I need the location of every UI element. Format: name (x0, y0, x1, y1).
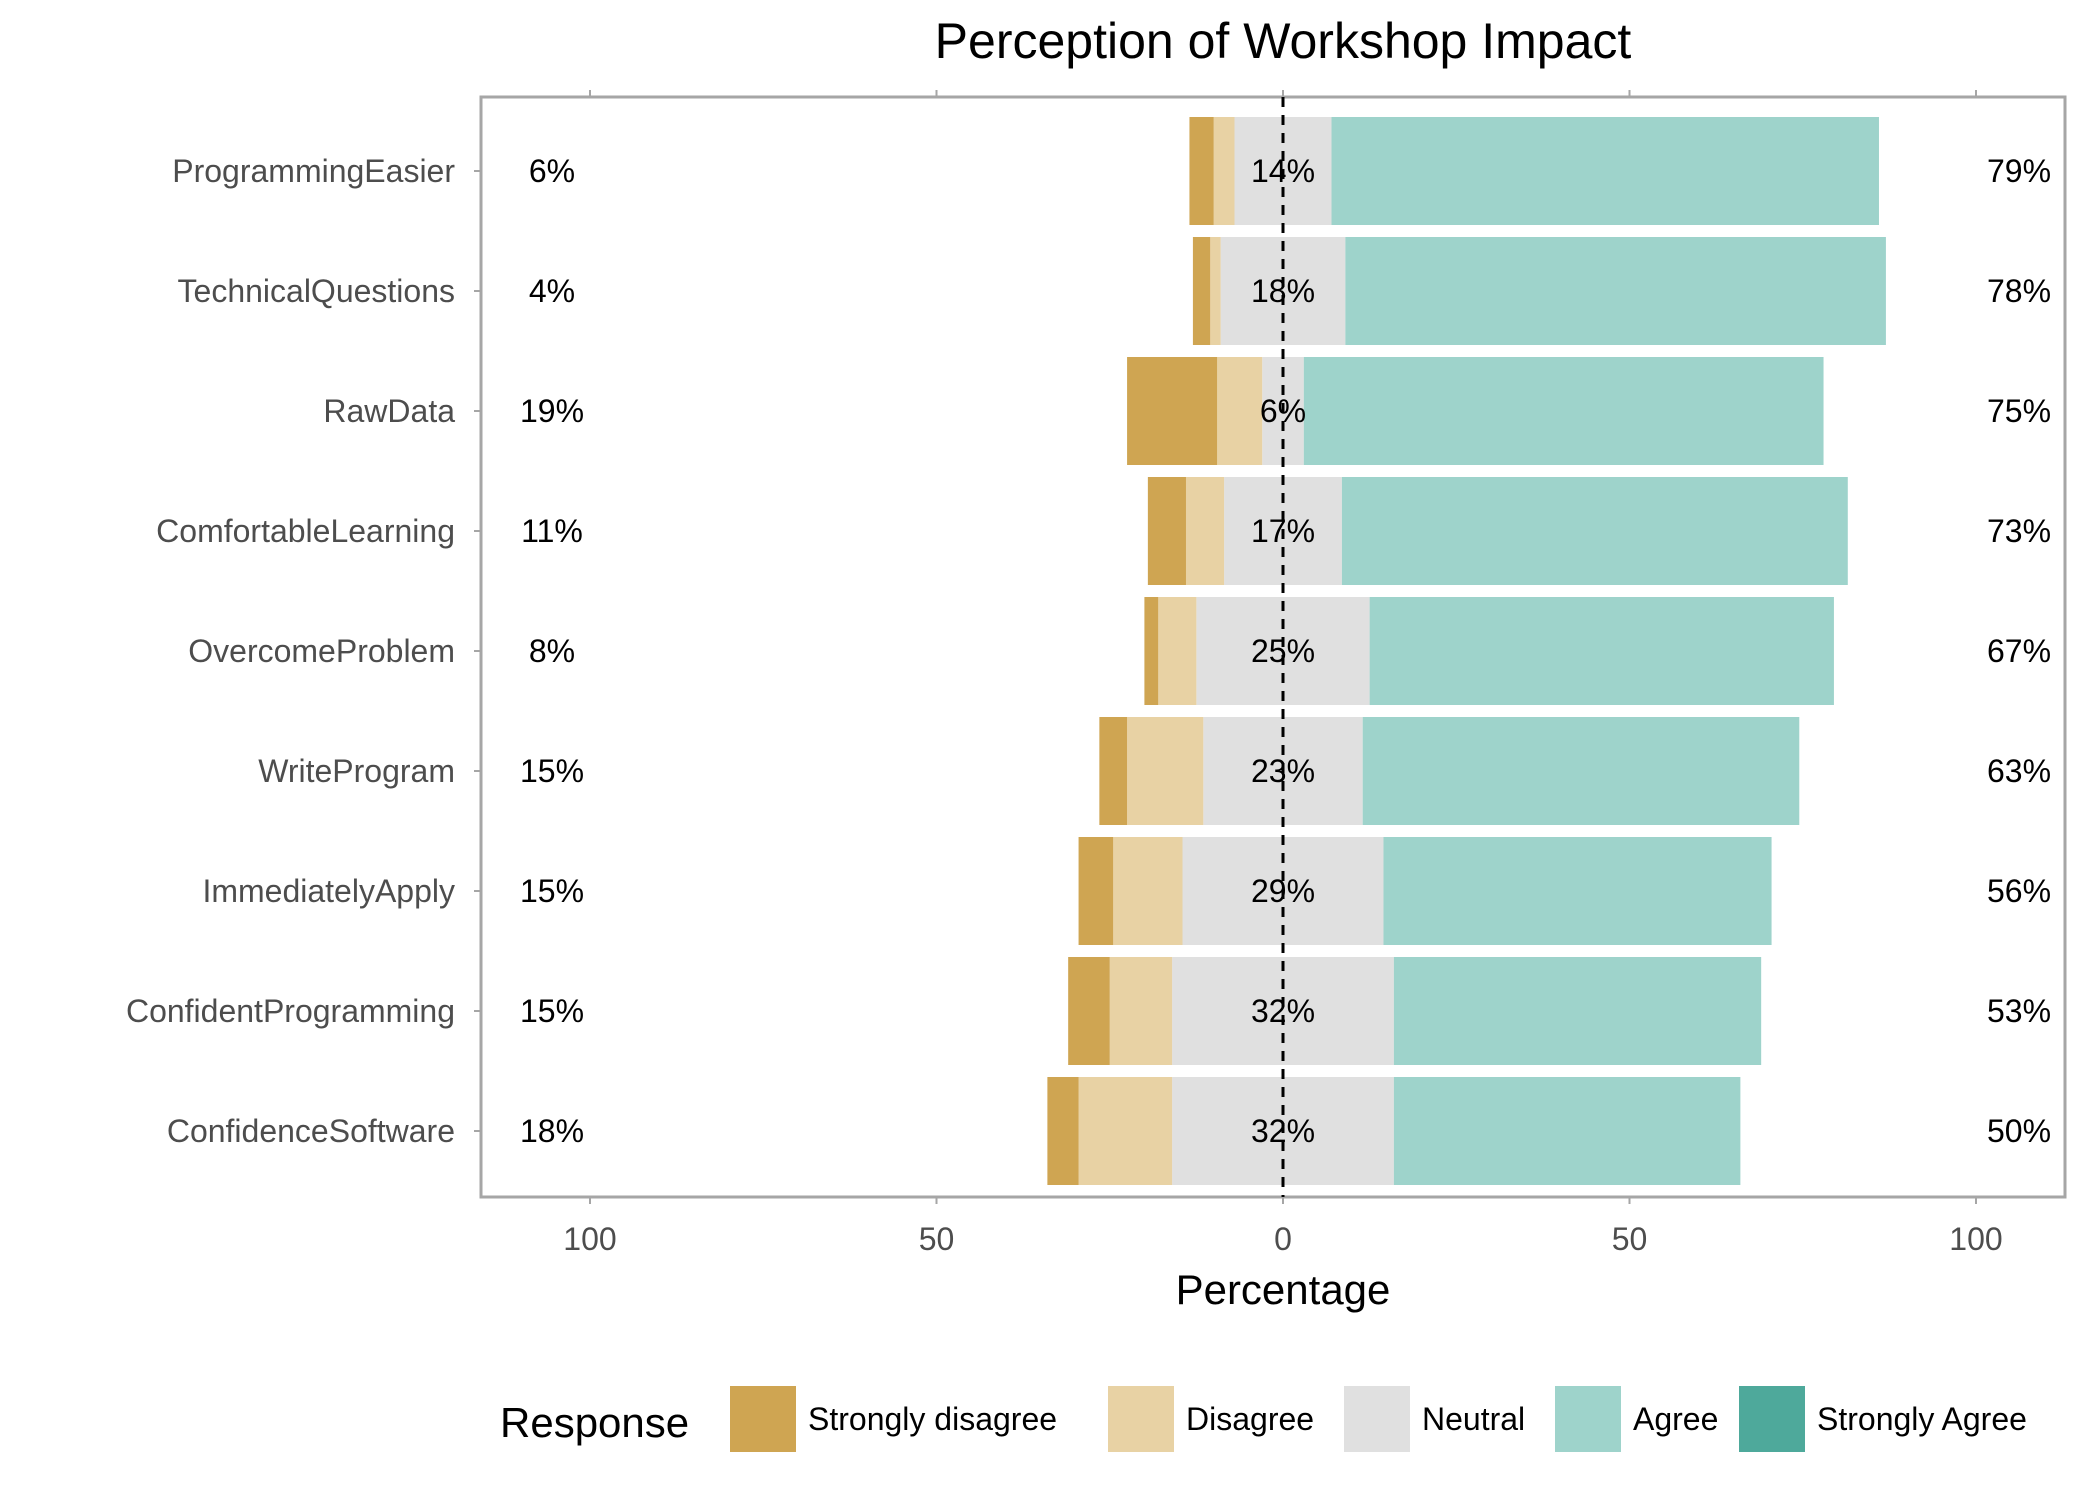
bar-disagree-OvercomeProblem (1158, 597, 1197, 705)
percent-low-label: 8% (529, 633, 575, 669)
x-tick-label: 100 (1949, 1221, 2002, 1257)
bar-strongly-disagree-ImmediatelyApply (1078, 837, 1114, 945)
percent-low-label: 15% (520, 993, 584, 1029)
legend-label: Disagree (1186, 1401, 1314, 1437)
bar-disagree-ImmediatelyApply (1113, 837, 1183, 945)
chart-title: Perception of Workshop Impact (935, 13, 1632, 69)
bar-disagree-TechnicalQuestions (1210, 237, 1221, 345)
percent-low-label: 15% (520, 753, 584, 789)
y-tick-label: ImmediatelyApply (202, 873, 455, 909)
bar-agree-ComfortableLearning (1341, 477, 1848, 585)
x-tick-label: 100 (563, 1221, 616, 1257)
legend-title: Response (500, 1399, 689, 1446)
bar-neutral-TechnicalQuestions (1220, 237, 1346, 345)
bar-strongly-disagree-ConfidenceSoftware (1047, 1077, 1079, 1185)
labels-layer: ProgrammingEasier 6% 14% 79%TechnicalQuesti… (126, 153, 2051, 1149)
bar-strongly-disagree-ComfortableLearning (1147, 477, 1186, 585)
percent-high-label: 56% (1987, 873, 2051, 909)
y-tick-label: ProgrammingEasier (172, 153, 455, 189)
percent-high-label: 63% (1987, 753, 2051, 789)
legend: Response Strongly disagree Disagree Neutra… (500, 1386, 2027, 1452)
percent-low-label: 19% (520, 393, 584, 429)
percent-high-label: 67% (1987, 633, 2051, 669)
bar-disagree-ConfidenceSoftware (1078, 1077, 1173, 1185)
y-tick-label: ConfidenceSoftware (167, 1113, 455, 1149)
x-tick-label: 50 (919, 1221, 955, 1257)
bar-disagree-ComfortableLearning (1185, 477, 1225, 585)
percent-low-label: 6% (529, 153, 575, 189)
legend-key-strongly-agree (1739, 1386, 1805, 1452)
percent-low-label: 11% (521, 513, 583, 549)
axes-layer: 100 50 0 50 100 (474, 90, 2067, 1257)
legend-key-neutral (1344, 1386, 1410, 1452)
bar-agree-TechnicalQuestions (1345, 237, 1886, 345)
legend-label: Agree (1633, 1401, 1718, 1437)
percent-low-label: 18% (520, 1113, 584, 1149)
bars-layer (1047, 117, 1886, 1185)
x-tick-label: 50 (1612, 1221, 1648, 1257)
percent-high-label: 79% (1987, 153, 2051, 189)
bar-strongly-disagree-TechnicalQuestions (1192, 237, 1211, 345)
bar-strongly-disagree-WriteProgram (1099, 717, 1128, 825)
y-tick-label: TechnicalQuestions (178, 273, 455, 309)
bar-agree-ImmediatelyApply (1383, 837, 1772, 945)
legend-key-agree (1555, 1386, 1621, 1452)
legend-key-strongly-disagree (730, 1386, 796, 1452)
x-axis-label: Percentage (1176, 1266, 1391, 1313)
y-tick-label: ComfortableLearning (156, 513, 455, 549)
bar-strongly-disagree-ConfidentProgramming (1068, 957, 1110, 1065)
bar-strongly-disagree-OvercomeProblem (1144, 597, 1159, 705)
percent-high-label: 73% (1987, 513, 2051, 549)
x-tick-label: 0 (1274, 1221, 1292, 1257)
percent-low-label: 4% (529, 273, 575, 309)
percent-high-label: 78% (1987, 273, 2051, 309)
plot-panel-border (479, 95, 2067, 1199)
bar-agree-ConfidentProgramming (1393, 957, 1762, 1065)
legend-label: Neutral (1422, 1401, 1525, 1437)
percent-low-label: 15% (520, 873, 584, 909)
percent-high-label: 53% (1987, 993, 2051, 1029)
bar-agree-RawData (1303, 357, 1824, 465)
bar-strongly-disagree-ProgrammingEasier (1189, 117, 1214, 225)
bar-agree-WriteProgram (1362, 717, 1800, 825)
percent-high-label: 75% (1987, 393, 2051, 429)
y-tick-label: OvercomeProblem (188, 633, 455, 669)
bar-disagree-ProgrammingEasier (1213, 117, 1235, 225)
legend-label: Strongly Agree (1817, 1401, 2027, 1437)
bar-neutral-OvercomeProblem (1196, 597, 1370, 705)
legend-key-disagree (1108, 1386, 1174, 1452)
bar-disagree-WriteProgram (1127, 717, 1204, 825)
bar-disagree-ConfidentProgramming (1109, 957, 1173, 1065)
bar-agree-ConfidenceSoftware (1393, 1077, 1741, 1185)
y-tick-label: RawData (323, 393, 455, 429)
y-tick-label: ConfidentProgramming (126, 993, 455, 1029)
bar-agree-OvercomeProblem (1369, 597, 1834, 705)
bar-agree-ProgrammingEasier (1331, 117, 1879, 225)
bar-neutral-ConfidentProgramming (1172, 957, 1394, 1065)
bar-strongly-disagree-RawData (1127, 357, 1218, 465)
percent-high-label: 50% (1987, 1113, 2051, 1149)
y-tick-label: WriteProgram (258, 753, 455, 789)
legend-label: Strongly disagree (808, 1401, 1057, 1437)
bar-disagree-RawData (1217, 357, 1263, 465)
